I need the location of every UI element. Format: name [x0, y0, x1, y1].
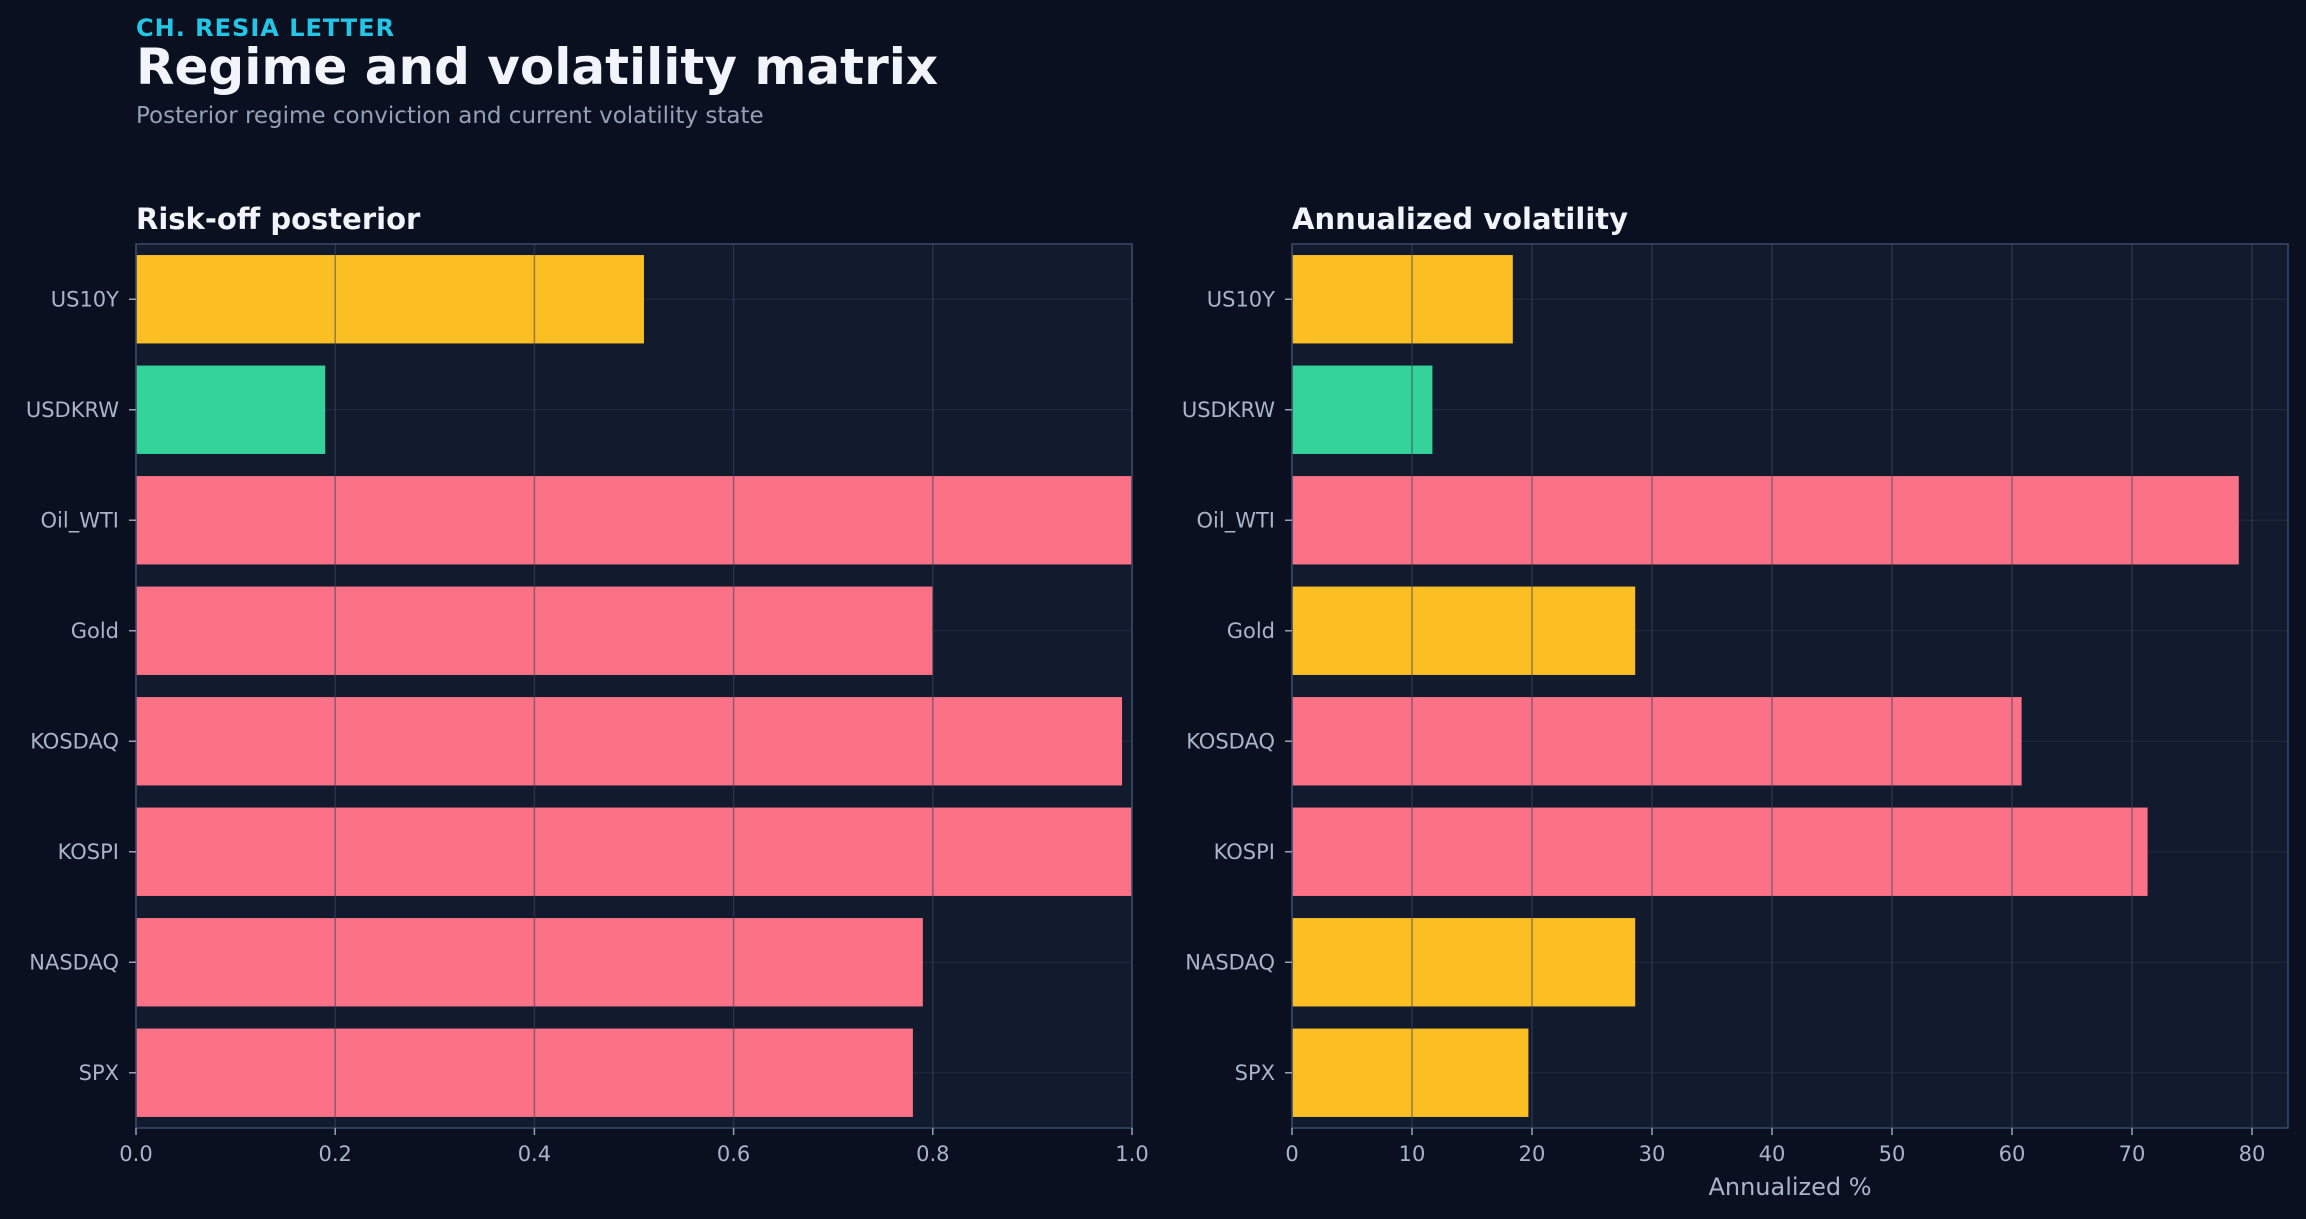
bar-nasdaq	[136, 918, 923, 1007]
y-tick-label: Oil_WTI	[41, 508, 119, 533]
x-tick-label: 40	[1759, 1142, 1786, 1166]
bar-usdkrw	[136, 365, 326, 454]
bar-oil-wti	[1292, 476, 2239, 565]
x-tick-label: 0.0	[119, 1142, 152, 1166]
y-tick-label: KOSPI	[1214, 840, 1275, 864]
plot-frame	[135, 243, 1133, 1129]
x-tick-label: 70	[2119, 1142, 2146, 1166]
y-tick-label: NASDAQ	[29, 950, 119, 974]
bar-usdkrw	[1292, 365, 1433, 454]
left-chart-title: Risk-off posterior	[136, 202, 421, 236]
y-tick-label: US10Y	[51, 287, 119, 311]
x-axis-label: Annualized %	[1708, 1173, 1871, 1201]
x-tick-label: 30	[1639, 1142, 1666, 1166]
bar-us10y	[1292, 255, 1513, 344]
bar-kospi	[1292, 807, 2148, 896]
bar-gold	[1292, 586, 1636, 675]
x-tick-label: 10	[1399, 1142, 1426, 1166]
x-tick-label: 0.6	[717, 1142, 750, 1166]
report-kicker: CH. RESIA LETTER	[136, 14, 396, 42]
y-tick-label: SPX	[79, 1061, 119, 1085]
x-tick-label: 0.4	[518, 1142, 551, 1166]
bar-us10y	[136, 255, 644, 344]
x-tick-label: 0.8	[916, 1142, 949, 1166]
y-tick-label: SPX	[1235, 1061, 1275, 1085]
bar-nasdaq	[1292, 918, 1636, 1007]
y-tick-label: US10Y	[1207, 287, 1275, 311]
y-tick-label: Gold	[1227, 619, 1275, 643]
page-title: Regime and volatility matrix	[136, 38, 939, 96]
plot-frame	[1291, 243, 2289, 1129]
x-tick-label: 0.2	[318, 1142, 351, 1166]
y-tick-label: KOSPI	[58, 840, 119, 864]
x-tick-label: 50	[1879, 1142, 1906, 1166]
y-tick-label: KOSDAQ	[1186, 729, 1275, 753]
x-tick-label: 1.0	[1115, 1142, 1148, 1166]
y-tick-label: Gold	[71, 619, 119, 643]
bar-kospi	[136, 807, 1132, 896]
right-chart-title: Annualized volatility	[1292, 202, 1629, 236]
y-tick-label: USDKRW	[26, 398, 119, 422]
bar-spx	[1292, 1028, 1529, 1117]
y-tick-label: KOSDAQ	[30, 729, 119, 753]
x-tick-label: 60	[1999, 1142, 2026, 1166]
risk-off-posterior-chart: US10Y USDKRW Oil_WTI Gold KOSDAQ KOSPI NASDAQ S…	[26, 243, 1149, 1166]
x-tick-label: 80	[2239, 1142, 2266, 1166]
x-tick-label: 0	[1285, 1142, 1298, 1166]
bar-kosdaq	[1292, 697, 2022, 786]
bar-oil-wti	[136, 476, 1132, 565]
y-tick-label: USDKRW	[1182, 398, 1275, 422]
x-tick-label: 20	[1519, 1142, 1546, 1166]
y-tick-label: NASDAQ	[1185, 950, 1275, 974]
y-tick-label: Oil_WTI	[1197, 508, 1275, 533]
bar-kosdaq	[136, 697, 1123, 786]
page-subtitle: Posterior regime conviction and current …	[136, 103, 764, 129]
bar-spx	[136, 1028, 913, 1117]
